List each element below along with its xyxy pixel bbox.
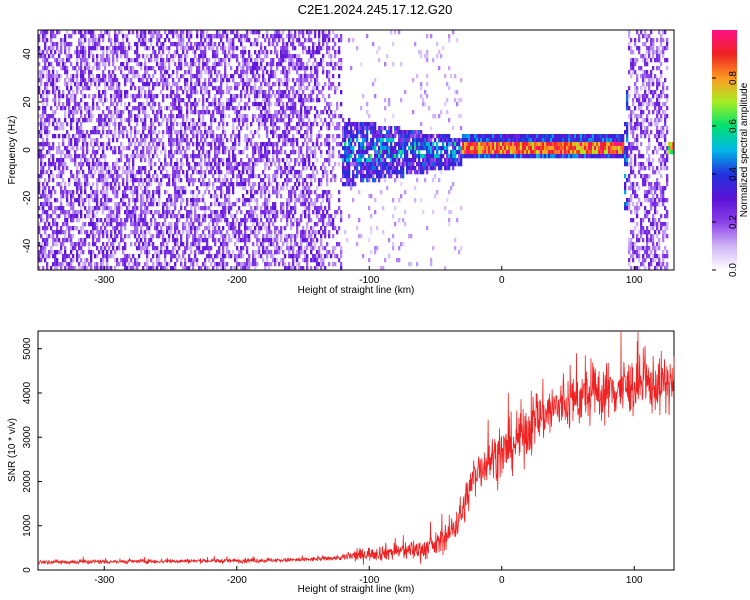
spectrogram-y-tick-label: 0 — [22, 147, 33, 153]
snr-y-label: SNR (10 * v/v) — [7, 418, 18, 482]
spectrogram-y-tick-label: 20 — [22, 96, 33, 108]
snr-x-tick-label: 100 — [626, 575, 643, 586]
snr-x-tick-label: -100 — [359, 575, 379, 586]
colorbar-tick-label: 0.6 — [728, 119, 739, 133]
colorbar-gradient — [712, 30, 737, 270]
snr-y-tick-label: 5000 — [22, 337, 33, 360]
snr-y-tick-label: 4000 — [22, 381, 33, 404]
spectrogram-x-tick-label: -200 — [227, 275, 247, 286]
figure-title: C2E1.2024.245.17.12.G20 — [298, 2, 453, 17]
spectrogram-x-tick-label: 0 — [499, 275, 505, 286]
snr-y-tick-label: 1000 — [22, 514, 33, 537]
spectrogram-x-tick-label: -300 — [94, 275, 114, 286]
colorbar-tick-label: 0.0 — [728, 263, 739, 277]
colorbar-label: Normalized spectral amplitude — [739, 82, 750, 217]
colorbar-tick-label: 0.2 — [728, 215, 739, 229]
snr-x-tick-label: -200 — [227, 575, 247, 586]
snr-x-tick-label: -300 — [94, 575, 114, 586]
snr-x-label: Height of straight line (km) — [298, 584, 415, 595]
spectrogram-x-tick-label: 100 — [626, 275, 643, 286]
spectrogram-x-label: Height of straight line (km) — [298, 285, 415, 296]
snr-y-tick-label: 3000 — [22, 426, 33, 449]
snr-x-tick-label: 0 — [499, 575, 505, 586]
colorbar-ticks: 0.0 0.2 0.4 0.6 0.8 — [712, 71, 739, 277]
spectrogram-y-tick-label: 40 — [22, 48, 33, 60]
spectrogram-heatmap — [38, 30, 675, 271]
snr-y-tick-label: 2000 — [22, 470, 33, 493]
colorbar-tick-label: 0.8 — [728, 71, 739, 85]
spectrogram-y-tick-label: -40 — [22, 238, 33, 253]
spectrogram-y-label: Frequency (Hz) — [7, 116, 18, 185]
spectrogram-x-tick-label: -100 — [359, 275, 379, 286]
spectrogram-y-tick-label: -20 — [22, 190, 33, 205]
colorbar-tick-label: 0.4 — [728, 167, 739, 181]
snr-series-line — [37, 330, 675, 566]
colorbar: 0.0 0.2 0.4 0.6 0.8 Normalized spectral ampl… — [712, 30, 750, 277]
snr-y-tick-label: 0 — [22, 567, 33, 573]
snr-frame — [37, 330, 675, 571]
